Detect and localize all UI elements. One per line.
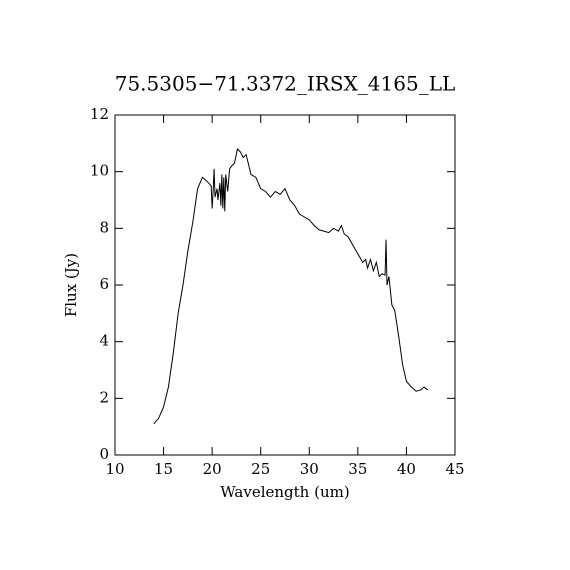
y-tick-label: 2 bbox=[99, 388, 109, 406]
y-tick-label: 0 bbox=[99, 445, 109, 463]
x-tick-label: 25 bbox=[251, 460, 270, 478]
plot-frame bbox=[114, 114, 456, 456]
y-tick-label: 4 bbox=[99, 332, 109, 350]
x-tick-label: 15 bbox=[154, 460, 173, 478]
x-axis-label: Wavelength (um) bbox=[220, 483, 349, 501]
y-axis-label: Flux (Jy) bbox=[62, 253, 80, 317]
x-tick-label: 40 bbox=[397, 460, 416, 478]
y-tick-label: 6 bbox=[99, 275, 109, 293]
spectrum-line bbox=[153, 148, 429, 425]
x-tick-label: 35 bbox=[348, 460, 367, 478]
chart-title: 75.5305−71.3372_IRSX_4165_LL bbox=[115, 72, 456, 96]
y-tick-label: 12 bbox=[90, 105, 109, 123]
x-tick-label: 45 bbox=[445, 460, 464, 478]
x-tick-label: 20 bbox=[203, 460, 222, 478]
x-tick-label: 10 bbox=[105, 460, 124, 478]
y-tick-label: 10 bbox=[90, 162, 109, 180]
y-tick-label: 8 bbox=[99, 218, 109, 236]
x-tick-label: 30 bbox=[300, 460, 319, 478]
